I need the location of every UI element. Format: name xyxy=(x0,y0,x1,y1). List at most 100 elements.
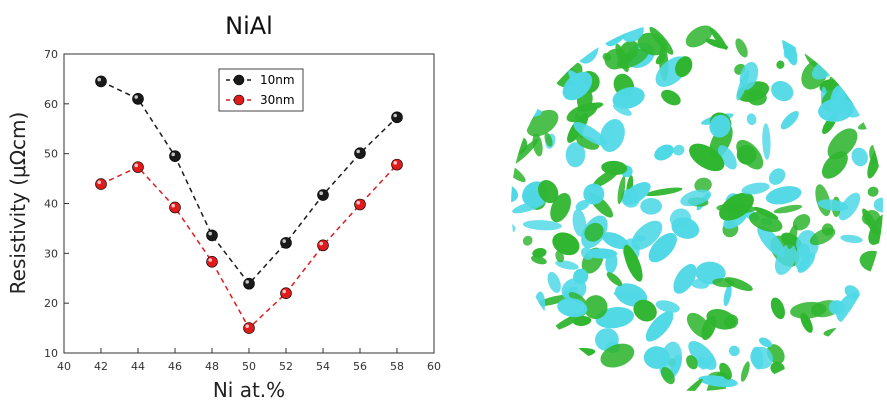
cyan-phase-cluster xyxy=(573,122,607,146)
cyan-phase-cluster xyxy=(829,85,846,117)
cyan-phase-cluster xyxy=(723,284,732,307)
x-tick-label: 48 xyxy=(205,360,219,373)
green-phase-cluster xyxy=(661,89,681,106)
cyan-phase-cluster xyxy=(851,147,868,167)
data-point-10nm xyxy=(391,111,403,124)
green-phase-cluster xyxy=(544,132,553,147)
cyan-phase-cluster xyxy=(873,197,883,213)
green-phase-cluster xyxy=(522,235,533,246)
cyan-phase-cluster xyxy=(655,300,680,313)
y-tick-label: 60 xyxy=(44,98,58,111)
green-phase-cluster xyxy=(821,151,848,179)
cyan-phase-cluster xyxy=(612,86,645,109)
resistivity-chart: NiAl 40 42 44 46 48 50 52 54 56 58 60 10 20 30 40 50 60… xyxy=(6,12,441,402)
green-phase-cluster xyxy=(538,180,559,204)
cyan-phase-cluster xyxy=(586,248,618,259)
data-point-10nm xyxy=(317,189,329,201)
green-phase-cluster xyxy=(689,143,725,172)
data-point-highlight xyxy=(134,163,138,168)
data-point-highlight xyxy=(97,77,101,82)
legend-marker-30nm xyxy=(233,94,245,106)
cyan-phase-cluster xyxy=(547,271,561,293)
data-point-10nm xyxy=(354,147,366,159)
cyan-phase-cluster xyxy=(640,198,662,215)
cyan-phase-cluster xyxy=(780,110,799,130)
green-phase-cluster xyxy=(552,232,580,256)
green-phase-cluster xyxy=(709,27,728,50)
green-phase-cluster xyxy=(686,312,712,339)
data-point-highlight xyxy=(282,289,287,294)
cyan-phase-cluster xyxy=(671,217,700,239)
chart-title: NiAl xyxy=(225,12,273,40)
x-tick-label: 54 xyxy=(316,360,330,373)
data-point-highlight xyxy=(319,241,324,246)
data-point-highlight xyxy=(208,231,212,236)
cyan-phase-cluster xyxy=(643,346,670,369)
green-phase-cluster xyxy=(645,187,683,197)
cyan-phase-cluster xyxy=(765,186,802,205)
cyan-phase-cluster xyxy=(717,145,737,170)
cyan-phase-cluster xyxy=(631,220,663,250)
cyan-phase-cluster xyxy=(511,183,519,203)
cyan-phase-cluster xyxy=(673,144,685,156)
cyan-phase-cluster xyxy=(741,182,770,195)
cyan-phase-cluster xyxy=(565,142,586,168)
y-tick-label: 50 xyxy=(44,148,58,161)
green-phase-cluster xyxy=(773,204,803,214)
green-phase-cluster xyxy=(675,56,693,78)
x-tick-label: 46 xyxy=(168,360,182,373)
y-tick-label: 40 xyxy=(44,198,58,211)
cyan-phase-cluster xyxy=(568,70,588,92)
data-point-highlight xyxy=(171,152,175,157)
y-axis-title: Resistivity (μΩcm) xyxy=(6,112,30,295)
atom-probe-micrograph xyxy=(511,19,883,391)
green-phase-cluster xyxy=(617,176,626,205)
green-phase-cluster xyxy=(867,146,883,179)
series-layer xyxy=(95,75,403,334)
green-phase-cluster xyxy=(602,52,612,62)
cyan-phase-cluster xyxy=(572,208,587,237)
cyan-phase-cluster xyxy=(511,222,516,235)
green-phase-cluster xyxy=(633,299,657,322)
green-phase-cluster xyxy=(823,326,858,338)
green-phase-cluster xyxy=(669,19,684,20)
cyan-phase-cluster xyxy=(768,168,786,185)
green-phase-cluster xyxy=(526,109,559,137)
x-axis: 40 42 44 46 48 50 52 54 56 58 60 xyxy=(57,348,441,373)
data-point-highlight xyxy=(97,180,101,185)
cyan-phase-cluster xyxy=(575,32,599,64)
green-phase-cluster xyxy=(511,161,526,183)
x-tick-label: 60 xyxy=(427,360,441,373)
x-tick-label: 44 xyxy=(131,360,145,373)
data-point-highlight xyxy=(356,149,361,154)
cyan-phase-cluster xyxy=(795,243,811,272)
x-tick-label: 56 xyxy=(353,360,367,373)
legend-label-10nm: 10nm xyxy=(260,73,295,87)
green-phase-cluster xyxy=(787,224,798,250)
y-tick-label: 70 xyxy=(44,48,58,61)
green-phase-cluster xyxy=(600,343,635,368)
legend-label-30nm: 30nm xyxy=(260,93,295,107)
green-phase-cluster xyxy=(736,139,764,170)
y-tick-label: 30 xyxy=(44,247,58,260)
cyan-phase-cluster xyxy=(533,291,546,324)
cyan-phase-cluster xyxy=(750,346,773,370)
cyan-phase-cluster xyxy=(758,337,773,348)
cyan-phase-cluster xyxy=(774,244,797,275)
x-axis-title: Ni at.% xyxy=(213,378,285,402)
green-phase-cluster xyxy=(660,367,675,385)
data-point-10nm xyxy=(95,75,107,88)
cyan-phase-cluster xyxy=(746,113,757,126)
green-phase-cluster xyxy=(694,177,712,193)
data-point-10nm xyxy=(243,277,255,290)
data-point-30nm xyxy=(354,198,366,211)
green-phase-cluster xyxy=(719,362,732,380)
cyan-phase-cluster xyxy=(583,183,605,205)
green-phase-cluster xyxy=(676,378,703,391)
cyan-phase-cluster xyxy=(648,232,677,263)
green-phase-cluster xyxy=(859,250,883,273)
data-point-highlight xyxy=(134,95,138,99)
green-phase-cluster xyxy=(770,297,785,320)
data-point-highlight xyxy=(245,324,249,329)
data-point-10nm xyxy=(206,229,218,242)
